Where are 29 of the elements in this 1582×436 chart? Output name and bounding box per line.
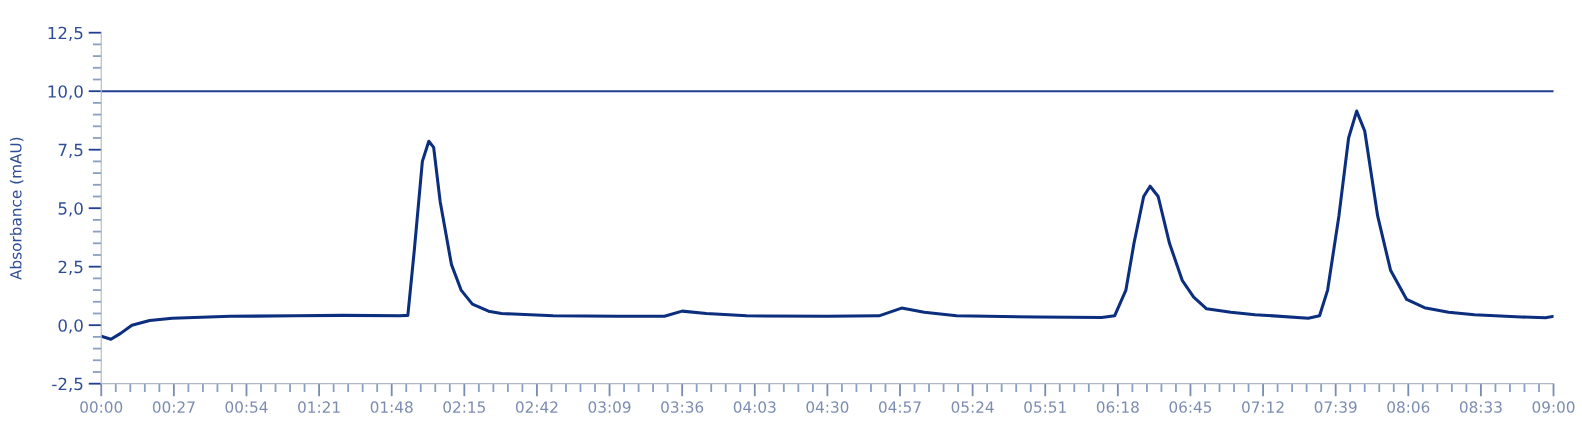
x-tick-label: 06:18	[1096, 401, 1139, 413]
x-tick-label: 07:12	[1242, 401, 1284, 413]
x-tick-label: 08:06	[1387, 401, 1430, 413]
x-tick-label: 02:15	[443, 401, 485, 413]
x-tick-label: 04:57	[878, 401, 921, 413]
x-tick-label: 00:54	[225, 401, 268, 413]
x-tick-label: 04:03	[733, 401, 776, 413]
x-tick-label: 09:00	[1532, 401, 1575, 413]
x-tick-label: 04:30	[806, 401, 849, 413]
y-tick-label: 0,0	[58, 319, 83, 334]
y-tick-label: 7,5	[58, 143, 83, 158]
y-tick-label: 5,0	[58, 202, 83, 217]
x-tick-label: 03:09	[588, 401, 631, 413]
y-tick-label: 2,5	[58, 260, 83, 275]
y-axis-title: Absorbance (mAU)	[9, 137, 24, 280]
x-tick-label: 08:33	[1459, 401, 1502, 413]
x-tick-label: 06:45	[1169, 401, 1212, 413]
y-tick-label: 10,0	[48, 85, 83, 100]
y-tick-label: -2,5	[52, 377, 83, 392]
y-tick-label: 12,5	[48, 26, 83, 41]
x-tick-label: 07:39	[1314, 401, 1357, 413]
x-tick-label: 03:36	[661, 401, 704, 413]
x-tick-label: 02:42	[515, 401, 558, 413]
x-tick-label: 01:21	[298, 401, 340, 413]
x-tick-label: 05:51	[1024, 401, 1066, 413]
x-tick-label: 01:48	[370, 401, 413, 413]
x-tick-label: 05:24	[951, 401, 994, 413]
x-tick-label: 00:27	[152, 401, 195, 413]
x-tick-label: 00:00	[80, 401, 123, 413]
